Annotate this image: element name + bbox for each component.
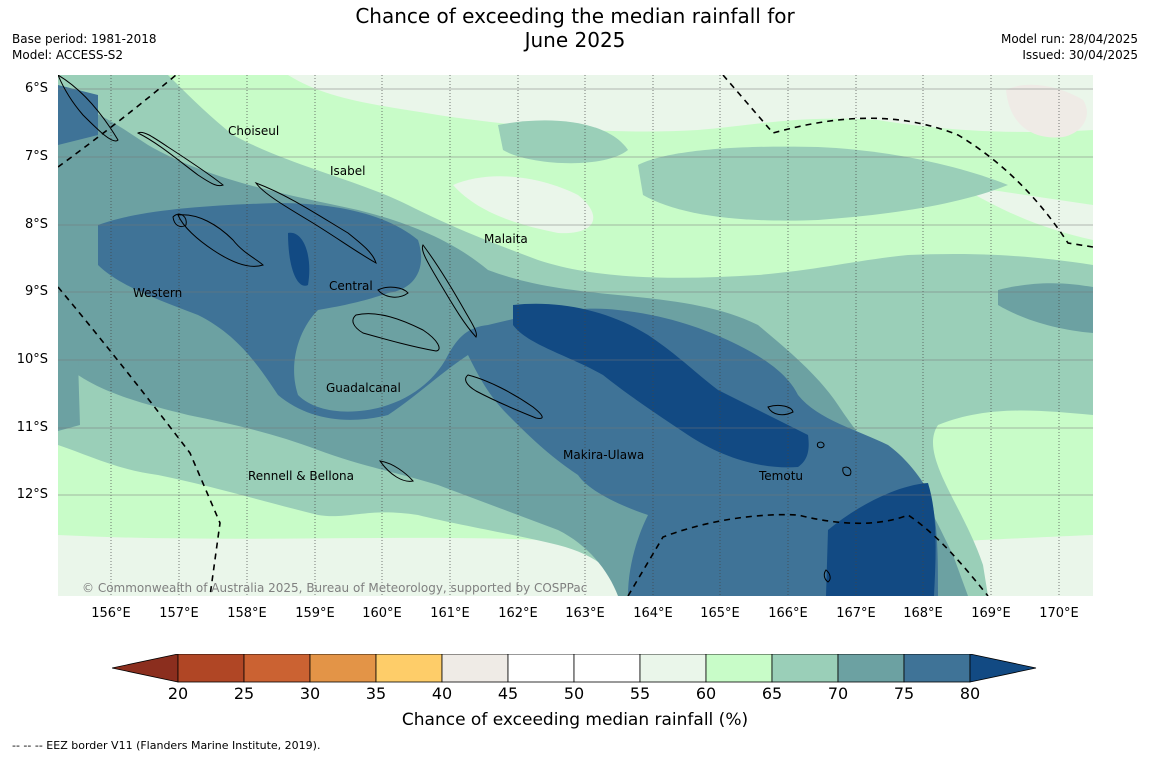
colorbar-tick-75: 75 (893, 684, 915, 703)
island-rennell (378, 460, 414, 482)
island-malaita (421, 244, 477, 338)
lat-label-8s: 8°S (24, 217, 48, 232)
label-makira-ulawa: Makira-Ulawa (563, 448, 644, 462)
colorbar-60-65 (705, 653, 773, 683)
label-rennell-bellona: Rennell & Bellona (248, 469, 354, 483)
band-above-80 (288, 232, 936, 596)
label-isabel: Isabel (330, 164, 365, 178)
colorbar-tick-45: 45 (497, 684, 519, 703)
colorbar-tick-40: 40 (431, 684, 453, 703)
colorbar-tick-25: 25 (233, 684, 255, 703)
issued-date: Issued: 30/04/2025 (1022, 48, 1138, 62)
eez-legend: -- -- -- EEZ border V11 (Flanders Marine… (12, 739, 321, 752)
lon-label-159e: 159°E (295, 606, 335, 621)
colorbar-tick-35: 35 (365, 684, 387, 703)
lon-label-161e: 161°E (430, 606, 470, 621)
lon-label-156e: 156°E (91, 606, 131, 621)
lon-label-160e: 160°E (362, 606, 402, 621)
colorbar-20-25 (177, 653, 245, 683)
island-tikopia (823, 569, 831, 583)
eez-border (58, 75, 1093, 596)
lat-label-10s: 10°S (16, 352, 48, 367)
lon-label-158e: 158°E (227, 606, 267, 621)
model-run: Model run: 28/04/2025 (1000, 32, 1138, 46)
lon-label-170e: 170°E (1039, 606, 1079, 621)
island-vella (172, 213, 187, 228)
colorbar-tick-80: 80 (959, 684, 981, 703)
colorbar-75-80 (903, 653, 971, 683)
model-name: Model: ACCESS-S2 (12, 48, 124, 62)
map-title-line2: June 2025 (524, 28, 626, 52)
colorbar-tick-20: 20 (167, 684, 189, 703)
label-western: Western (133, 286, 182, 300)
lat-label-7s: 7°S (24, 149, 48, 164)
colorbar-tick-65: 65 (761, 684, 783, 703)
copyright-notice: © Commonwealth of Australia 2025, Bureau… (82, 581, 587, 595)
colorbar-tick-60: 60 (695, 684, 717, 703)
colorbar-above-80 (969, 653, 1037, 683)
map-title: Chance of exceeding the median rainfall … (250, 4, 900, 52)
lon-label-169e: 169°E (971, 606, 1011, 621)
rainfall-map[interactable]: Choiseul Isabel Malaita Western Central … (58, 75, 1093, 596)
island-utupua (816, 441, 825, 449)
island-santa-isabel-islets (377, 286, 409, 298)
island-isabel (254, 181, 377, 265)
lon-label-168e: 168°E (903, 606, 943, 621)
island-vanikoro (842, 466, 852, 476)
island-coastlines (58, 75, 852, 583)
colorbar-tick-30: 30 (299, 684, 321, 703)
label-choiseul: Choiseul (228, 124, 279, 138)
lon-label-157e: 157°E (159, 606, 199, 621)
band-40-45 (1006, 84, 1087, 138)
colorbar-tick-50: 50 (563, 684, 585, 703)
island-new-georgia (177, 214, 264, 267)
colorbar-30-35 (309, 653, 377, 683)
lat-label-6s: 6°S (24, 81, 48, 96)
lat-label-11s: 11°S (16, 420, 48, 435)
island-guadalcanal (352, 313, 440, 352)
colorbar-45-50 (507, 653, 575, 683)
issue-info: Model run: 28/04/2025 Issued: 30/04/2025 (1001, 31, 1138, 63)
base-period: Base period: 1981-2018 (12, 32, 157, 46)
lat-label-9s: 9°S (24, 284, 48, 299)
latitude-lines (58, 88, 1093, 496)
model-info: Base period: 1981-2018 Model: ACCESS-S2 (12, 31, 157, 63)
lon-label-162e: 162°E (498, 606, 538, 621)
lon-label-164e: 164°E (633, 606, 673, 621)
label-temotu: Temotu (758, 469, 803, 483)
map-title-line1: Chance of exceeding the median rainfall … (355, 4, 795, 28)
lon-label-165e: 165°E (700, 606, 740, 621)
colorbar-35-40 (375, 653, 443, 683)
colorbar-25-30 (243, 653, 311, 683)
colorbar-55-60 (639, 653, 707, 683)
lon-label-167e: 167°E (836, 606, 876, 621)
colorbar (111, 653, 1038, 686)
colorbar-tick-55: 55 (629, 684, 651, 703)
label-central: Central (329, 279, 373, 293)
colorbar-65-70 (771, 653, 839, 683)
island-makira (465, 374, 543, 419)
lon-label-166e: 166°E (768, 606, 808, 621)
label-malaita: Malaita (484, 232, 528, 246)
island-santa-cruz (767, 404, 794, 416)
island-choiseul (136, 131, 224, 187)
colorbar-below-20 (111, 653, 179, 683)
colorbar-40-45 (441, 653, 509, 683)
colorbar-tick-70: 70 (827, 684, 849, 703)
colorbar-50-55 (573, 653, 641, 683)
colorbar-70-75 (837, 653, 905, 683)
colorbar-label: Chance of exceeding median rainfall (%) (401, 710, 749, 730)
label-guadalcanal: Guadalcanal (326, 381, 401, 395)
island-shortland (58, 75, 119, 142)
lat-label-12s: 12°S (16, 487, 48, 502)
lon-label-163e: 163°E (565, 606, 605, 621)
